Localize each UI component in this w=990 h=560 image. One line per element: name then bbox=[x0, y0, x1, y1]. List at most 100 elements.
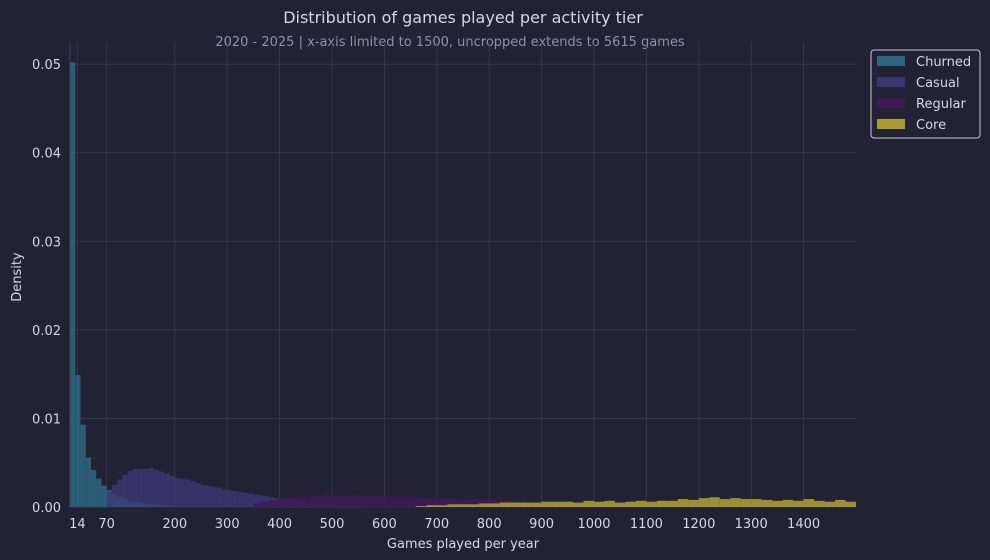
histogram-bar bbox=[573, 502, 584, 507]
histogram-bar bbox=[253, 503, 262, 507]
histogram-bar bbox=[562, 501, 574, 507]
histogram-bar bbox=[253, 494, 259, 507]
histogram-bar bbox=[531, 502, 542, 507]
x-axis-ticks: 14 70 200 300 400 500 600 700 800 900 1000 1100 1200… bbox=[69, 517, 820, 532]
histogram-bar bbox=[457, 504, 469, 507]
histogram-bar bbox=[132, 468, 139, 507]
x-tick-label: 200 bbox=[162, 517, 187, 532]
histogram-bar bbox=[625, 501, 636, 507]
histogram-bar bbox=[387, 496, 395, 507]
histogram-bar bbox=[426, 505, 437, 507]
histogram-bar bbox=[635, 500, 647, 507]
histogram-bar bbox=[646, 501, 657, 507]
histogram-bar bbox=[793, 500, 804, 507]
histogram-bar bbox=[434, 497, 443, 507]
y-tick-label: 0.02 bbox=[32, 324, 61, 339]
histogram-bar bbox=[143, 468, 149, 507]
histogram-bar bbox=[117, 479, 123, 507]
y-tick-label: 0.04 bbox=[32, 147, 61, 162]
histogram-bar bbox=[316, 495, 325, 507]
histogram-bar bbox=[211, 486, 217, 507]
histogram-bar bbox=[719, 499, 731, 507]
series-churned bbox=[70, 62, 175, 507]
histogram-bar bbox=[201, 484, 207, 507]
x-tick-label: 300 bbox=[215, 517, 240, 532]
histogram-bar bbox=[594, 501, 605, 507]
x-tick-label: 70 bbox=[98, 517, 115, 532]
histogram-bar bbox=[371, 495, 380, 507]
x-tick-label: 1000 bbox=[577, 517, 610, 532]
histogram-bar bbox=[242, 492, 249, 507]
histogram-bar bbox=[709, 497, 720, 507]
legend-label: Churned bbox=[916, 55, 971, 70]
histogram-bar bbox=[232, 491, 238, 507]
histogram-bar bbox=[449, 498, 458, 507]
histogram-bar bbox=[332, 495, 340, 507]
histogram-bar bbox=[106, 491, 112, 507]
histogram-bar bbox=[75, 375, 81, 507]
legend-label: Casual bbox=[916, 76, 960, 91]
histogram-bar bbox=[339, 495, 348, 507]
histogram-bar bbox=[324, 494, 332, 507]
histogram-bar bbox=[355, 495, 364, 507]
histogram-bar bbox=[180, 478, 186, 507]
histogram-bar bbox=[379, 496, 388, 507]
legend-swatch bbox=[877, 119, 905, 129]
histogram-bar bbox=[656, 500, 668, 507]
histogram-bar bbox=[845, 501, 856, 507]
histogram-bar bbox=[227, 490, 233, 507]
histogram-bar bbox=[185, 479, 191, 507]
histogram-bar bbox=[402, 496, 411, 507]
y-tick-label: 0.01 bbox=[32, 412, 61, 427]
histogram-bar bbox=[206, 485, 212, 507]
x-tick-label: 800 bbox=[477, 517, 502, 532]
histogram-bar bbox=[80, 424, 86, 507]
legend-frame bbox=[870, 49, 981, 139]
histogram-bar bbox=[195, 483, 201, 507]
histogram-bar bbox=[111, 484, 118, 507]
y-axis-ticks: 0.00 0.01 0.02 0.03 0.04 0.05 bbox=[32, 58, 61, 516]
histogram-bar bbox=[347, 495, 356, 507]
x-tick-label: 1200 bbox=[682, 517, 715, 532]
y-tick-label: 0.03 bbox=[32, 235, 61, 250]
x-tick-label: 600 bbox=[372, 517, 397, 532]
histogram-bar bbox=[698, 498, 710, 507]
x-tick-label: 1100 bbox=[630, 517, 663, 532]
histogram-bar bbox=[216, 487, 222, 507]
histogram-bar bbox=[363, 496, 372, 507]
histogram-bar bbox=[164, 473, 170, 507]
legend-label: Core bbox=[916, 118, 946, 133]
histogram-bar bbox=[308, 495, 317, 507]
histogram-bar bbox=[436, 505, 448, 507]
histogram-bar bbox=[96, 478, 102, 507]
histogram-bar bbox=[148, 468, 154, 507]
histogram-bar bbox=[465, 499, 474, 507]
histogram-bar bbox=[394, 497, 403, 507]
histogram-bar bbox=[237, 491, 243, 507]
histogram-bar bbox=[489, 503, 500, 507]
histogram-bar bbox=[138, 468, 144, 507]
histogram-bar bbox=[248, 493, 254, 507]
histogram-bar bbox=[276, 498, 285, 507]
histogram-bar bbox=[510, 502, 521, 507]
y-tick-label: 0.00 bbox=[32, 501, 61, 516]
histogram-bar bbox=[583, 500, 594, 507]
histogram-bar bbox=[688, 499, 699, 507]
y-axis-label: Density bbox=[10, 252, 25, 302]
histogram-bar bbox=[90, 469, 97, 507]
histogram-bar bbox=[418, 497, 427, 507]
histogram-bar bbox=[730, 498, 741, 507]
histogram-bar bbox=[447, 504, 458, 507]
chart-subtitle: 2020 - 2025 | x-axis limited to 1500, un… bbox=[215, 35, 685, 50]
histogram-bar bbox=[782, 499, 794, 507]
histogram-bar bbox=[740, 499, 752, 507]
legend-swatch bbox=[877, 98, 905, 108]
x-tick-label: 14 bbox=[69, 517, 86, 532]
histogram-bar bbox=[269, 499, 277, 507]
histogram-bar bbox=[604, 500, 615, 507]
histogram-bar bbox=[614, 502, 626, 507]
x-tick-label: 1300 bbox=[735, 517, 768, 532]
bars bbox=[69, 42, 856, 507]
histogram-bar bbox=[751, 499, 762, 507]
histogram-bar bbox=[410, 497, 419, 507]
